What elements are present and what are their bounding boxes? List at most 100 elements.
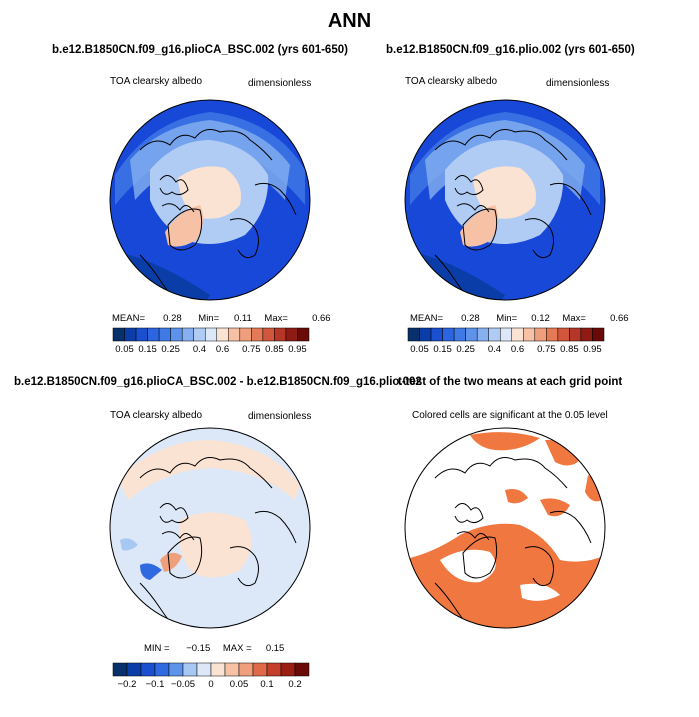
colorbar-tick-label: 0.95 bbox=[583, 344, 602, 355]
colorbar-swatch bbox=[499, 327, 513, 342]
colorbar-swatch bbox=[204, 327, 218, 342]
panel-1-map bbox=[109, 99, 311, 301]
colorbar-swatch bbox=[251, 327, 264, 342]
insignificant-gap bbox=[520, 583, 560, 601]
min-label: MIN = bbox=[144, 643, 170, 654]
colorbar-tick-label: 0.05 bbox=[230, 679, 249, 690]
colorbar-swatch bbox=[224, 662, 240, 677]
colorbar-swatch bbox=[168, 662, 184, 677]
negative-weak-patch bbox=[120, 538, 138, 551]
panel-2-title: b.e12.B1850CN.f09_g16.plio.002 (yrs 601-… bbox=[386, 44, 635, 56]
colorbar-swatch bbox=[112, 662, 128, 677]
min-value: 0.12 bbox=[531, 313, 550, 324]
colorbar-swatch bbox=[112, 327, 125, 342]
colorbar-swatch bbox=[140, 662, 156, 677]
colorbar-swatch bbox=[196, 662, 212, 677]
colorbar-tick-label: −0.2 bbox=[118, 679, 137, 690]
colorbar-tick-label: −0.05 bbox=[171, 679, 195, 690]
colorbar-swatch bbox=[158, 327, 171, 342]
panel-1-variable-label: TOA clearsky albedo bbox=[110, 76, 203, 87]
colorbar-tick-label: 0.25 bbox=[161, 344, 180, 355]
greenland-albedo bbox=[460, 205, 499, 247]
panel-3-map bbox=[109, 427, 311, 629]
colorbar-tick-label: 0.75 bbox=[537, 344, 556, 355]
colorbar-swatch bbox=[534, 327, 547, 342]
panel-3-title: b.e12.B1850CN.f09_g16.plioCA_BSC.002 - b… bbox=[14, 376, 422, 388]
map-boundary bbox=[109, 99, 311, 301]
colorbar-tick-label: 0.4 bbox=[488, 344, 501, 355]
colorbar-swatch bbox=[280, 662, 296, 677]
colorbar-swatch bbox=[297, 327, 310, 342]
colorbar-swatch bbox=[239, 327, 252, 342]
colorbar-swatch bbox=[488, 327, 501, 342]
negative-patch bbox=[140, 563, 162, 580]
panel-2-colorbar: 0.05 0.15 0.25 0.4 0.6 0.75 0.85 0.95 bbox=[407, 327, 605, 355]
panel-4-note: Colored cells are significant at the 0.0… bbox=[412, 410, 608, 421]
panel-1-colorbar: 0.05 0.15 0.25 0.4 0.6 0.75 0.85 0.95 bbox=[112, 327, 310, 355]
significant-cells bbox=[470, 432, 540, 451]
max-label: Max= bbox=[264, 313, 288, 324]
colorbar-swatch bbox=[228, 327, 241, 342]
panel-4-map bbox=[404, 427, 606, 629]
panel-2-variable-label: TOA clearsky albedo bbox=[405, 76, 498, 87]
insignificant-gap bbox=[440, 549, 496, 583]
colorbar-swatch bbox=[262, 327, 275, 342]
max-label: MAX = bbox=[222, 643, 252, 654]
coastlines bbox=[434, 457, 592, 628]
max-value: 0.15 bbox=[265, 643, 285, 654]
mean-label: MEAN= bbox=[112, 313, 145, 324]
colorbar-swatch bbox=[147, 327, 160, 342]
colorbar-swatch bbox=[238, 662, 254, 677]
map-boundary bbox=[404, 99, 606, 301]
sea-ice-core bbox=[473, 166, 536, 219]
colorbar-swatch bbox=[252, 662, 268, 677]
main-title: ANN bbox=[327, 10, 372, 32]
colorbar-tick-label: 0 bbox=[208, 679, 213, 690]
panel-2-stats: MEAN= 0.28 Min= 0.12 Max= 0.66 bbox=[410, 313, 629, 324]
colorbar-swatch bbox=[465, 327, 478, 342]
colorbar-tick-label: 0.85 bbox=[560, 344, 579, 355]
colorbar-swatch bbox=[592, 327, 605, 342]
colorbar-swatch bbox=[170, 327, 183, 342]
max-value: 0.66 bbox=[610, 313, 629, 324]
colorbar-tick-label: 0.25 bbox=[456, 344, 475, 355]
colorbar-swatch bbox=[407, 327, 420, 342]
colorbar-swatch bbox=[569, 327, 582, 342]
panel-1-title: b.e12.B1850CN.f09_g16.plioCA_BSC.002 (yr… bbox=[52, 44, 348, 56]
colorbar-swatch bbox=[182, 662, 198, 677]
colorbar-tick-label: 0.15 bbox=[433, 344, 452, 355]
colorbar-swatch bbox=[476, 327, 489, 342]
colorbar-tick-label: 0.15 bbox=[138, 344, 157, 355]
panel-3-stats: MIN = −0.15 MAX = 0.15 bbox=[144, 643, 284, 654]
panel-1-stats: MEAN= 0.28 Min= 0.11 Max= 0.66 bbox=[112, 313, 331, 324]
colorbar-swatch bbox=[193, 327, 206, 342]
colorbar-swatch bbox=[580, 327, 593, 342]
colorbar-swatch bbox=[274, 327, 287, 342]
significant-cells bbox=[505, 489, 528, 504]
colorbar-tick-label: 0.4 bbox=[193, 344, 206, 355]
min-label: Min= bbox=[198, 313, 220, 324]
colorbar-swatch bbox=[453, 327, 466, 342]
colorbar-swatch bbox=[266, 662, 282, 677]
colorbar-swatch bbox=[216, 327, 229, 342]
colorbar-tick-label: 0.75 bbox=[242, 344, 261, 355]
map-boundary bbox=[404, 427, 606, 629]
colorbar-swatch bbox=[557, 327, 570, 342]
colorbar-swatch bbox=[523, 327, 536, 342]
colorbar-tick-label: 0.95 bbox=[288, 344, 307, 355]
significant-cells bbox=[545, 439, 580, 466]
map-boundary bbox=[109, 427, 311, 629]
colorbar-tick-label: 0.05 bbox=[410, 344, 429, 355]
panel-3-variable-label: TOA clearsky albedo bbox=[110, 410, 203, 421]
colorbar-swatch bbox=[442, 327, 455, 342]
max-value: 0.66 bbox=[312, 313, 331, 324]
colorbar-tick-label: 0.1 bbox=[260, 679, 273, 690]
colorbar-swatch bbox=[124, 327, 137, 342]
panel-3-units-label: dimensionless bbox=[248, 411, 312, 422]
mean-value: 0.28 bbox=[461, 313, 480, 324]
colorbar-tick-label: 0.6 bbox=[511, 344, 524, 355]
colorbar-swatch bbox=[126, 662, 142, 677]
colorbar-swatch bbox=[135, 327, 148, 342]
positive-patch bbox=[160, 552, 182, 572]
